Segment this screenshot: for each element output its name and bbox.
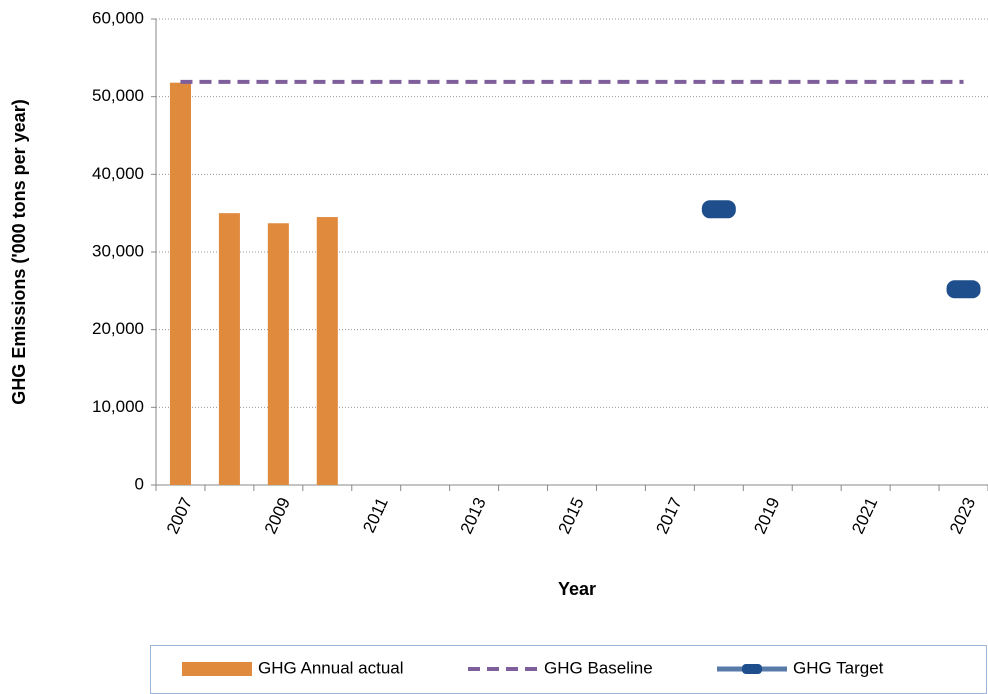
x-tick-label: 2019 [750, 495, 783, 537]
y-tick-label: 30,000 [92, 241, 144, 260]
y-tick-label: 50,000 [92, 86, 144, 105]
legend-swatch [182, 662, 252, 676]
x-tick-label: 2013 [457, 495, 490, 537]
x-tick-label: 2011 [359, 495, 392, 536]
x-tick-label: 2023 [946, 495, 979, 537]
y-axis-label: GHG Emissions ('000 tons per year) [9, 99, 29, 404]
bar [169, 82, 191, 485]
bar [316, 217, 338, 486]
legend-box [150, 645, 987, 694]
y-tick-label: 10,000 [92, 397, 144, 416]
x-tick-label: 2017 [652, 495, 685, 537]
marker [701, 200, 736, 219]
x-tick-label: 2007 [163, 495, 196, 537]
bar [267, 223, 289, 485]
legend-label: GHG Baseline [544, 658, 653, 677]
x-axis-label: Year [558, 579, 596, 599]
y-tick-label: 40,000 [92, 164, 144, 183]
x-tick-label: 2009 [261, 495, 294, 537]
x-tick-label: 2015 [554, 495, 587, 537]
x-tick-label: 2021 [848, 495, 881, 537]
legend-swatch [742, 664, 762, 674]
y-tick-label: 0 [135, 474, 144, 493]
y-tick-label: 20,000 [92, 319, 144, 338]
bar [218, 213, 240, 485]
legend-label: GHG Target [793, 658, 884, 677]
marker [946, 280, 981, 299]
y-tick-label: 60,000 [92, 8, 144, 27]
legend-label: GHG Annual actual [258, 658, 404, 677]
